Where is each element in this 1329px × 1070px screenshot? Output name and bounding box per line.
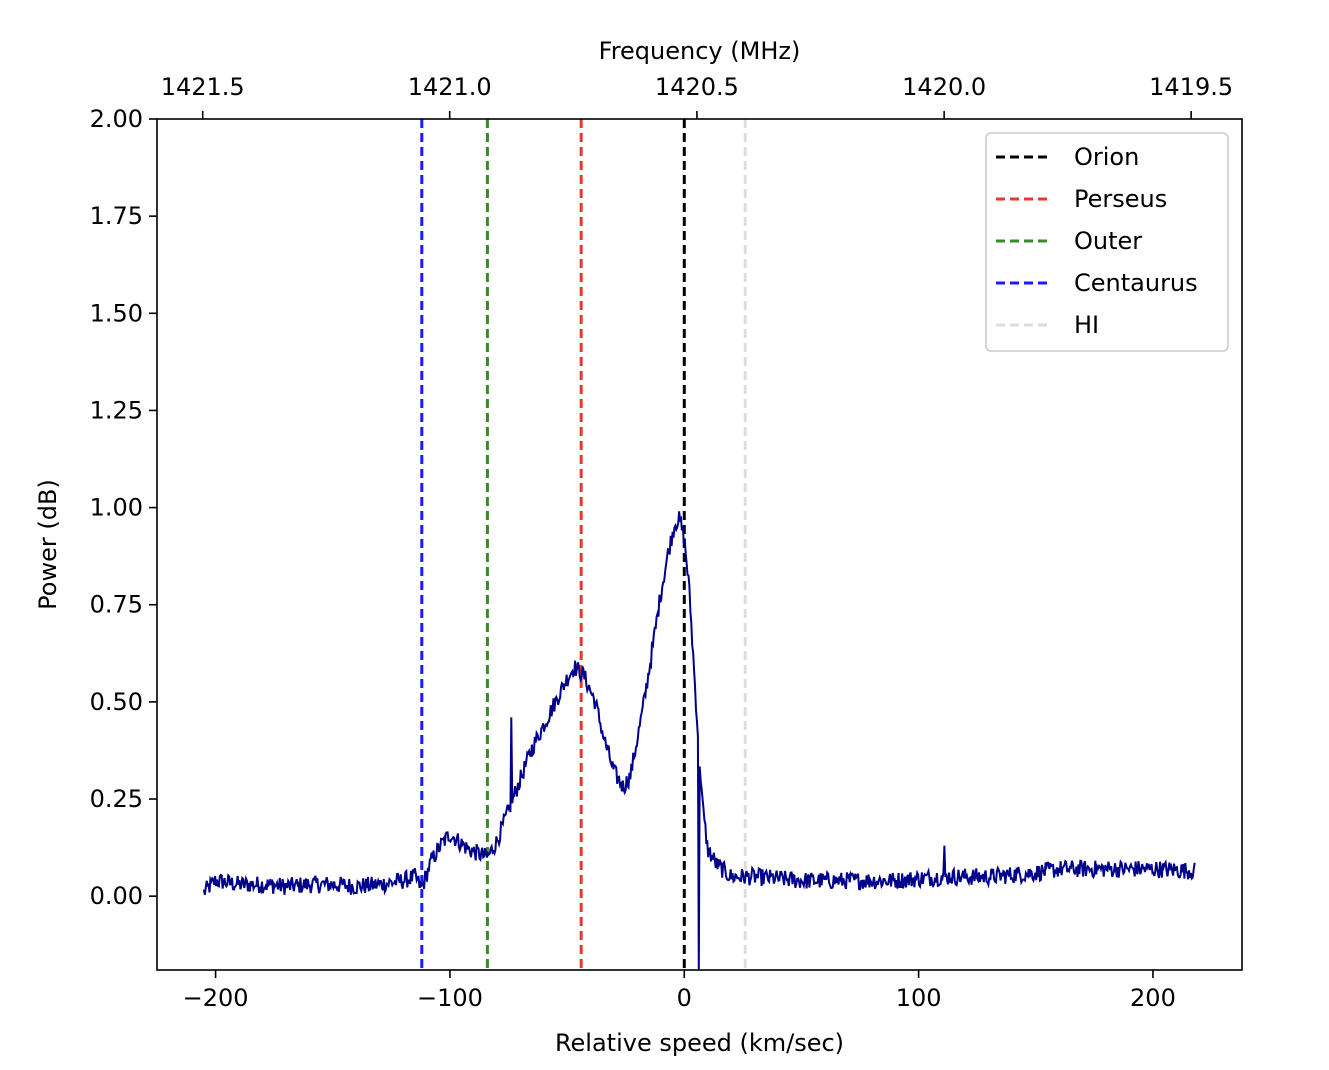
x-tick-label: 100 [896, 984, 942, 1012]
top-tick-label: 1421.5 [161, 73, 245, 101]
y-tick-label: 0.25 [90, 785, 143, 813]
legend-label-perseus: Perseus [1074, 185, 1167, 213]
legend-box [985, 132, 1229, 352]
top-tick-label: 1420.0 [902, 73, 986, 101]
y-axis: 0.00 0.25 0.50 0.75 1.00 1.25 1.50 1.75 2.00 [90, 105, 157, 910]
legend-label-orion: Orion [1074, 143, 1139, 171]
top-tick-label: 1419.5 [1149, 73, 1233, 101]
y-tick-label: 1.75 [90, 202, 143, 230]
y-axis-label: Power (dB) [34, 479, 62, 610]
legend-label-hi: HI [1074, 311, 1099, 339]
top-tick-label: 1420.5 [655, 73, 739, 101]
y-tick-label: 1.25 [90, 396, 143, 424]
x-tick-label: −100 [417, 984, 483, 1012]
y-tick-label: 0.00 [90, 882, 143, 910]
y-tick-label: 0.75 [90, 591, 143, 619]
y-tick-label: 2.00 [90, 105, 143, 133]
top-x-axis-label: Frequency (MHz) [599, 37, 801, 65]
spectrum-line [202, 511, 1196, 970]
x-tick-label: −200 [183, 984, 249, 1012]
top-tick-label: 1421.0 [408, 73, 492, 101]
top-x-axis: 1421.5 1421.0 1420.5 1420.0 1419.5 [161, 73, 1233, 119]
legend-label-outer: Outer [1074, 227, 1142, 255]
y-tick-label: 0.50 [90, 688, 143, 716]
x-axis-label: Relative speed (km/sec) [555, 1029, 844, 1057]
x-tick-label: 200 [1130, 984, 1176, 1012]
x-tick-label: 0 [677, 984, 692, 1012]
legend: Orion Perseus Outer Centaurus HI [985, 132, 1229, 352]
legend-label-centaurus: Centaurus [1074, 269, 1198, 297]
y-tick-label: 1.00 [90, 494, 143, 522]
bottom-x-axis: −200 −100 0 100 200 [183, 970, 1176, 1012]
y-tick-label: 1.50 [90, 299, 143, 327]
plot-frame [156, 118, 1243, 971]
